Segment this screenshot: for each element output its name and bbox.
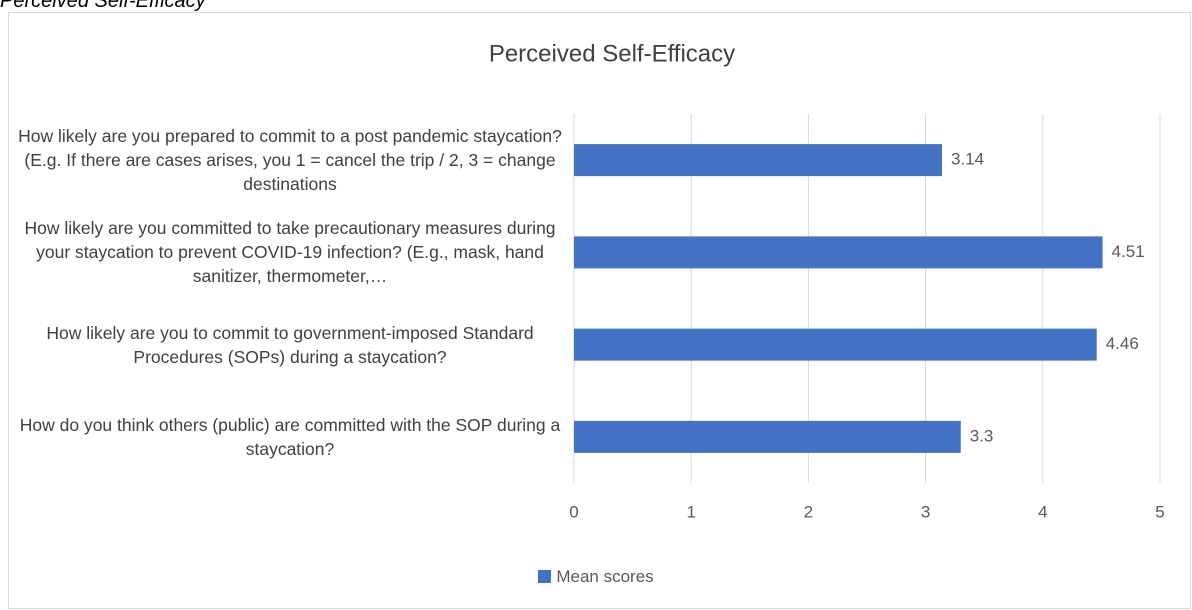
legend-label: Mean scores bbox=[556, 567, 654, 586]
bar bbox=[574, 420, 961, 453]
x-tick-label: 0 bbox=[569, 502, 578, 521]
y-tick-label: How likely are you to commit to governme… bbox=[46, 322, 534, 367]
bar bbox=[574, 236, 1103, 269]
data-label: 4.46 bbox=[1106, 334, 1139, 353]
bar bbox=[574, 144, 943, 177]
bar bbox=[574, 328, 1097, 361]
x-tick-label: 5 bbox=[1155, 502, 1164, 521]
data-label: 3.3 bbox=[970, 426, 994, 445]
y-tick-label: How likely are you committed to take pre… bbox=[24, 218, 556, 287]
chart-frame bbox=[8, 12, 1191, 609]
x-tick-label: 1 bbox=[686, 502, 695, 521]
y-tick-label: How likely are you prepared to commit to… bbox=[18, 126, 562, 195]
legend-swatch bbox=[538, 570, 552, 583]
y-tick-label: How do you think others (public) are com… bbox=[19, 414, 561, 459]
chart-title: Perceived Self-Efficacy bbox=[489, 40, 735, 67]
x-tick-label: 3 bbox=[921, 502, 930, 521]
data-label: 3.14 bbox=[951, 150, 984, 169]
x-tick-label: 4 bbox=[1038, 502, 1047, 521]
caption: Perceived Self-Efficacy bbox=[0, 0, 206, 12]
legend: Mean scores bbox=[0, 567, 1192, 587]
data-label: 4.51 bbox=[1112, 242, 1145, 261]
x-tick-label: 2 bbox=[804, 502, 813, 521]
